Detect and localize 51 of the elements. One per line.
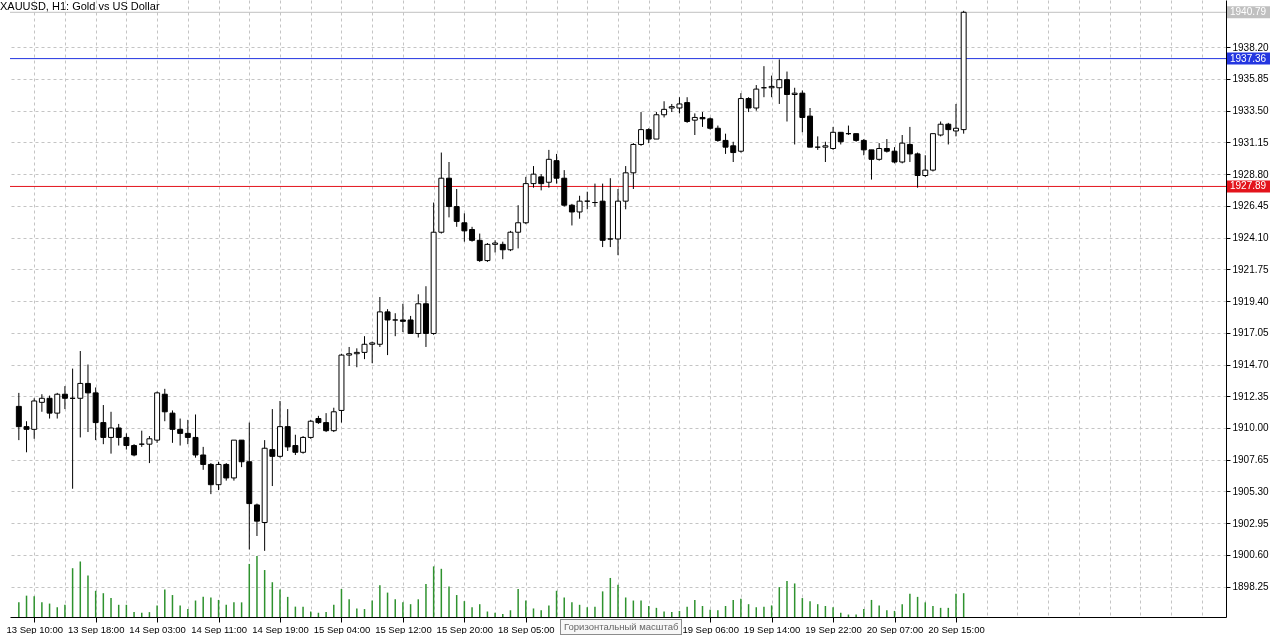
y-tick-label: 1912.35 [1232,390,1270,402]
x-tick-label: 13 Sep 18:00 [67,623,125,635]
ref-line-label: 1927.89 [1230,180,1267,192]
y-tick-label: 1905.30 [1232,485,1270,497]
x-tick-label: 15 Sep 12:00 [375,623,432,635]
y-tick-label: 1902.95 [1232,517,1270,529]
y-tick-label: 1910.00 [1232,422,1270,434]
y-tick-label: 1898.25 [1232,581,1270,593]
x-tick-label: 15 Sep 20:00 [436,623,494,635]
x-tick-label: 18 Sep 05:00 [498,623,555,635]
ref-line-label: 1937.36 [1230,52,1267,64]
y-tick-label: 1935.85 [1232,73,1270,85]
candlestick [784,71,790,123]
x-tick-label: 19 Sep 06:00 [682,623,739,635]
y-tick-label: 1914.70 [1232,359,1270,371]
ref-line-label: 1940.79 [1230,6,1267,18]
y-tick-label: 1938.20 [1232,41,1270,53]
candlestick [461,212,468,243]
x-tick-label: 14 Sep 19:00 [252,623,309,635]
x-tick-label: 20 Sep 07:00 [866,623,924,635]
candlestick [392,312,399,337]
y-tick-label: 1907.65 [1232,454,1270,466]
x-tick-label: 19 Sep 22:00 [805,623,862,635]
y-tick-label: 1928.80 [1232,168,1270,180]
y-tick-label: 1924.10 [1232,232,1270,244]
candlestick [61,385,68,410]
y-tick-label: 1919.40 [1232,295,1270,307]
candlestick [330,407,337,433]
y-tick-label: 1900.60 [1232,549,1270,561]
candlestick [607,177,614,248]
y-tick-label: 1926.45 [1232,200,1270,212]
text: Горизонтальный масштаб [560,619,683,635]
x-tick-label: 14 Sep 03:00 [129,623,186,635]
x-tick-label: 19 Sep 14:00 [743,623,801,635]
candlestick [453,188,460,228]
candlestick [108,411,114,455]
candlestick [161,388,168,422]
candlestick [77,350,84,438]
x-tick-label: 15 Sep 04:00 [313,623,371,635]
candlestick [953,103,959,137]
x-tick-label: 20 Sep 15:00 [928,623,985,635]
candlestick [85,364,91,433]
y-tick-label: 1921.75 [1232,263,1270,275]
candlestick [638,111,645,147]
candlestick [253,503,260,537]
x-tick-label: 14 Sep 11:00 [191,623,247,635]
y-tick-label: 1931.15 [1232,136,1270,148]
x-tick-label: 13 Sep 10:00 [6,623,63,635]
y-tick-label: 1917.05 [1232,327,1270,339]
y-tick-label: 1933.50 [1232,105,1270,117]
chart-title: XAUUSD, H1: Gold vs US Dollar [0,0,160,12]
